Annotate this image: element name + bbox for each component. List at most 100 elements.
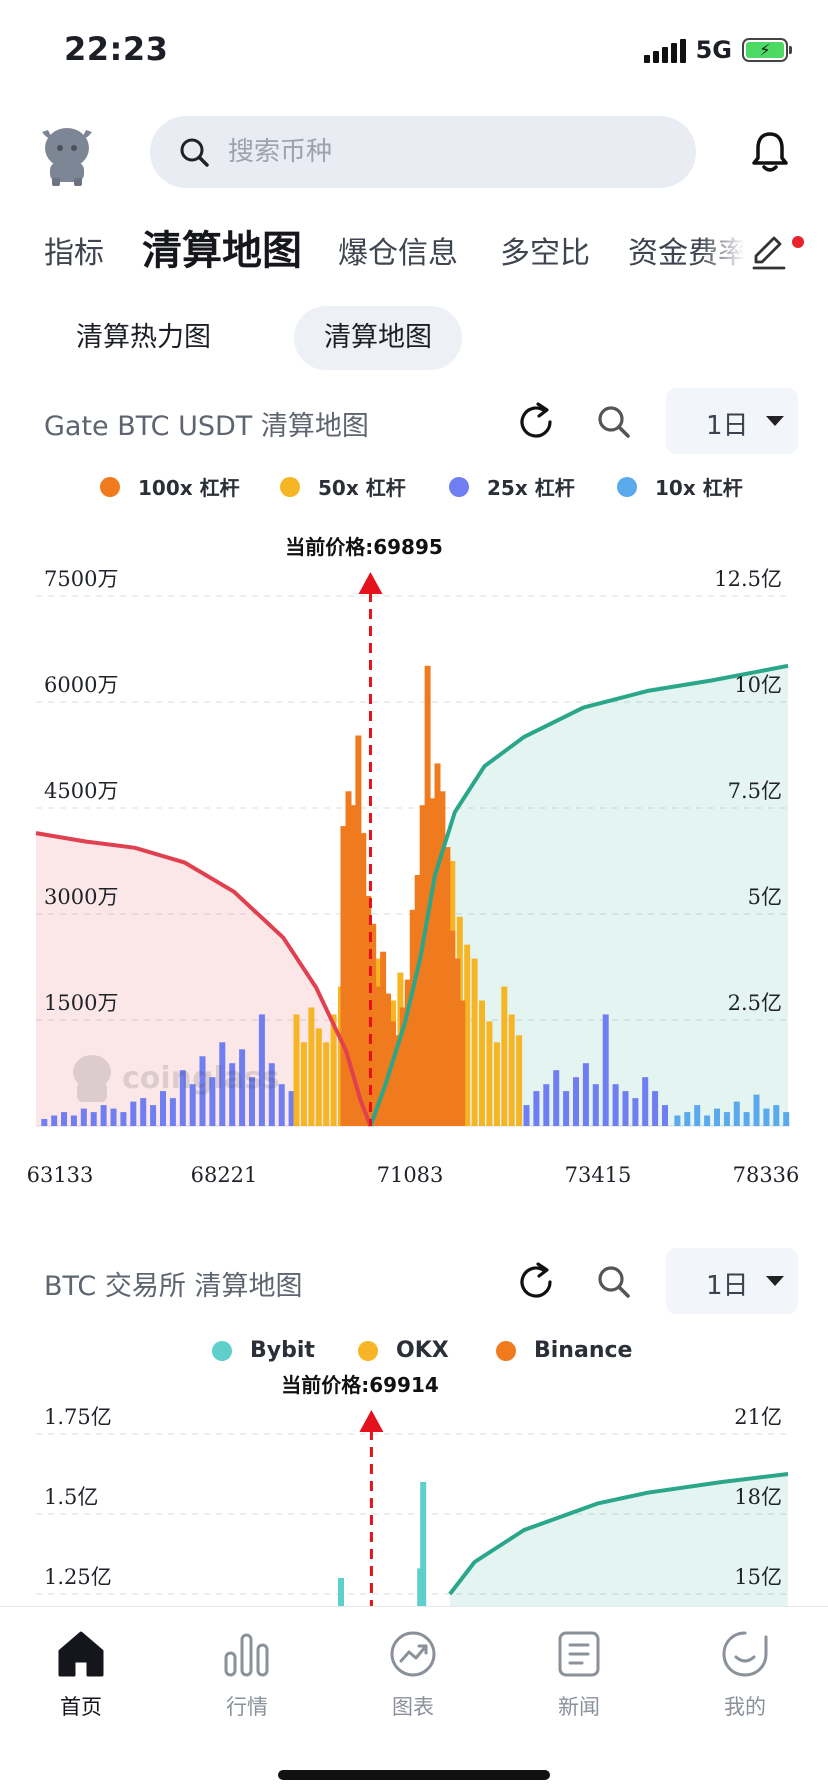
notification-dot (792, 236, 804, 248)
subtab-liquidation-map[interactable]: 清算地图 (294, 306, 462, 370)
bar (743, 1112, 750, 1126)
tab-indicators[interactable]: 指标 (44, 236, 104, 271)
subtab-heatmap[interactable]: 清算热力图 (76, 322, 211, 353)
y-right-tick-label: 10亿 (734, 673, 782, 697)
chart2-bars (338, 1482, 427, 1606)
chart-circle-icon (390, 1631, 436, 1677)
bar (258, 1014, 265, 1126)
y-left-tick-label: 6000万 (44, 673, 118, 697)
bar (684, 1112, 691, 1126)
chart2-period-select[interactable]: 1日 (666, 1248, 798, 1314)
cumulative-line-short_side (35, 831, 373, 1127)
bar (315, 1028, 322, 1126)
bar (493, 1042, 500, 1126)
home-icon (58, 1631, 104, 1677)
bar (323, 1042, 330, 1126)
nav-charts[interactable]: 图表 (358, 1627, 468, 1747)
bar (662, 1105, 668, 1126)
bar (41, 1119, 48, 1126)
nav-label: 行情 (226, 1695, 268, 1719)
bar (533, 1091, 540, 1126)
chart1-plot[interactable]: coinglass 当前价格:69895 1500万 3000万 4500万 6000… (0, 520, 828, 1210)
chart2-plot[interactable]: 当前价格:69914 1.25亿 15亿 1.5亿 18亿 1.75亿 21亿 (0, 1368, 828, 1606)
zoom-icon[interactable] (594, 1262, 634, 1302)
nav-news[interactable]: 新闻 (524, 1627, 634, 1747)
cow-mascot-icon[interactable] (36, 118, 98, 188)
bar (385, 993, 391, 1126)
nav-label: 图表 (392, 1695, 434, 1719)
bar (120, 1112, 127, 1126)
legend-25x[interactable]: 25x 杠杆 (449, 472, 575, 501)
current-price-arrow-icon (358, 572, 383, 594)
bar (355, 735, 362, 1126)
legend-bybit[interactable]: Bybit (212, 1338, 315, 1363)
edit-tabs-button[interactable] (748, 228, 796, 276)
bar (444, 847, 451, 1126)
bell-icon[interactable] (750, 130, 790, 174)
pencil-icon (752, 236, 786, 270)
zoom-icon[interactable] (594, 402, 634, 442)
nav-label: 首页 (60, 1695, 102, 1719)
bar (399, 1007, 406, 1126)
nav-market[interactable]: 行情 (192, 1627, 302, 1747)
legend-binance[interactable]: Binance (496, 1338, 632, 1363)
bar (390, 1021, 396, 1126)
chart2-y-axis-labels: 1.25亿 15亿 1.5亿 18亿 1.75亿 21亿 (44, 1405, 782, 1589)
search-bar[interactable] (150, 116, 696, 188)
bar (704, 1115, 711, 1126)
bar (573, 1077, 579, 1126)
chart1-y-axis-labels: 1500万 3000万 4500万 6000万 7500万 2.5亿 5亿 7.5亿 10亿 12… (44, 567, 782, 1015)
y-left-tick-label: 3000万 (44, 885, 118, 909)
coinglass-watermark: coinglass (73, 1055, 280, 1102)
bar (340, 826, 347, 1126)
bar (80, 1108, 87, 1126)
bar (219, 1042, 226, 1126)
y-right-tick-label: 2.5亿 (728, 991, 782, 1015)
bar (179, 1070, 186, 1126)
bar (508, 1014, 515, 1126)
nav-label: 新闻 (558, 1695, 600, 1719)
chart1-period-select[interactable]: 1日 (666, 388, 798, 454)
bar (674, 1115, 681, 1126)
legend-okx[interactable]: OKX (358, 1338, 449, 1363)
refresh-icon[interactable] (514, 1260, 558, 1304)
bar (523, 1105, 530, 1126)
bar (622, 1091, 629, 1126)
legend-dot-icon (358, 1340, 378, 1361)
chart2-header: BTC 交易所 清算地图 1日 (0, 1248, 828, 1314)
search-icon (180, 138, 209, 167)
bar (365, 895, 372, 1126)
status-indicators: 5G ⚡ (643, 36, 792, 64)
nav-profile[interactable]: 我的 (690, 1627, 800, 1747)
tab-liquidation-info[interactable]: 爆仓信息 (338, 236, 458, 271)
x-tick-label: 78336 (733, 1163, 800, 1187)
search-input[interactable] (228, 137, 648, 167)
bar (375, 986, 382, 1126)
bar (169, 1098, 176, 1126)
bar (714, 1108, 720, 1126)
tab-long-short-ratio[interactable]: 多空比 (500, 236, 590, 271)
legend-label: OKX (396, 1338, 449, 1363)
bar (501, 986, 508, 1126)
bar (268, 1063, 275, 1126)
chevron-down-icon (766, 416, 784, 426)
cumulative-area-short_side (36, 833, 371, 1126)
bar (330, 1014, 337, 1126)
watermark-text: coinglass (122, 1061, 280, 1096)
bar (130, 1101, 137, 1126)
legend-label: 100x 杠杆 (138, 476, 240, 500)
bar (479, 1000, 485, 1126)
nav-home[interactable]: 首页 (26, 1627, 136, 1747)
bar (189, 1084, 196, 1126)
x-tick-label: 68221 (191, 1163, 258, 1187)
legend-10x[interactable]: 10x 杠杆 (617, 472, 743, 501)
status-time: 22:23 (64, 30, 169, 68)
legend-50x[interactable]: 50x 杠杆 (280, 472, 406, 501)
bar (380, 951, 387, 1126)
legend-dot-icon (449, 476, 469, 497)
refresh-icon[interactable] (514, 400, 558, 444)
legend-100x[interactable]: 100x 杠杆 (100, 472, 240, 501)
bar (592, 1084, 599, 1126)
legend-dot-icon (617, 476, 637, 497)
tab-liquidation-map[interactable]: 清算地图 (142, 228, 302, 274)
